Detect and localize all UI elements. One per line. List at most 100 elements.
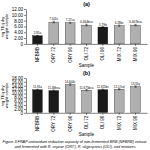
bar xyxy=(33,90,43,113)
tick-mark xyxy=(86,44,87,46)
tick: 8.00 xyxy=(14,19,26,24)
tick-mark xyxy=(24,78,26,79)
tick: ORY 96 xyxy=(68,113,73,132)
bar xyxy=(131,25,141,44)
data-label: 11.91a xyxy=(33,85,42,89)
tick-label: 10.00 xyxy=(12,13,24,18)
tick-label: ORY 72 xyxy=(51,46,56,62)
error-bar xyxy=(85,24,87,26)
x-label: Sample xyxy=(79,132,95,137)
bar xyxy=(114,26,124,44)
tick-mark xyxy=(53,44,54,46)
tick-mark xyxy=(24,101,26,102)
error-bar xyxy=(118,25,120,26)
data-label: 2.81a xyxy=(34,31,42,35)
error-bar xyxy=(69,22,71,23)
y-axis: 02.004.006.008.0010.0012.00 xyxy=(12,7,27,47)
axis-line xyxy=(26,78,27,113)
tick-label: 18.00 xyxy=(12,76,24,81)
data-label: 11.925bc xyxy=(97,85,110,89)
tick-label: ORY 96 xyxy=(68,46,73,62)
tick-label: OLI 96 xyxy=(100,115,105,129)
tick-label: OLI 72 xyxy=(84,46,89,60)
data-label: 7.505c xyxy=(49,17,59,21)
tick-mark xyxy=(24,105,26,106)
caption: Figure 3 FRAP antioxidant reduction capa… xyxy=(3,140,148,149)
tick-mark xyxy=(135,44,136,46)
tick-mark xyxy=(24,97,26,98)
tick-label: 8.00 xyxy=(14,19,23,24)
tick-label: ORY 72 xyxy=(51,115,56,131)
tick-label: 4.00 xyxy=(14,30,23,35)
error-bar xyxy=(102,27,104,28)
tick-label: 2.00 xyxy=(14,36,23,41)
data-labels: 11.91a11.48bca14.604c11.675bca11.925bc12… xyxy=(33,80,141,90)
tick: 10.00 xyxy=(12,13,26,18)
tick: OLI 72 xyxy=(84,113,89,130)
tick-mark xyxy=(24,15,26,16)
tick: MIX 72 xyxy=(117,113,122,130)
error-bar xyxy=(53,21,55,23)
tick: 6.00 xyxy=(14,24,26,29)
bar xyxy=(131,87,141,113)
tick-mark xyxy=(53,113,54,115)
tick-label: 12.00 xyxy=(12,7,24,12)
tick: NFBRB xyxy=(35,113,40,131)
bar xyxy=(82,25,92,44)
subplot: 02.004.006.008.0010.0012.00NFBRBORY 72OR… xyxy=(0,1,148,68)
title: (a) xyxy=(83,1,90,7)
chart: Figure 3 FRAP antioxidant reduction capa… xyxy=(0,0,150,150)
tick-label: NFBRB xyxy=(35,116,40,131)
x-axis: NFBRBORY 72ORY 96OLI 72OLI 96MIX 72MIX 9… xyxy=(27,44,148,63)
error-bar xyxy=(85,90,87,91)
plot-area xyxy=(33,21,141,44)
tick-label: MIX 96 xyxy=(133,46,138,61)
tick: 0 xyxy=(20,42,26,47)
tick: ORY 72 xyxy=(51,113,56,132)
data-label: 12.17cd xyxy=(114,85,125,89)
tick-label: MIX 72 xyxy=(117,115,122,130)
error-bar xyxy=(118,89,120,90)
tick: 4.00 xyxy=(14,30,26,35)
y-label-line: weight sample xyxy=(4,13,9,39)
tick-label: ORY 96 xyxy=(68,115,73,131)
bar xyxy=(98,27,108,44)
data-label: 6.464bca xyxy=(80,20,93,24)
tick-label: OLI 96 xyxy=(100,46,105,60)
y-axis: 02.004.006.008.0010.0012.0014.0016.0018.… xyxy=(12,76,27,116)
tick-mark xyxy=(86,113,87,115)
tick: MIX 96 xyxy=(133,113,138,130)
tick-label: 6.00 xyxy=(14,24,23,29)
data-label: 11.48bca xyxy=(48,86,60,90)
tick-mark xyxy=(24,90,26,91)
tick-mark xyxy=(102,44,103,46)
bar xyxy=(49,91,59,113)
plot-area xyxy=(33,84,141,113)
caption-line: and fermented with R. oryzae (ORY), R. o… xyxy=(14,145,135,149)
tick-mark xyxy=(37,113,38,115)
tick-mark xyxy=(70,113,71,115)
x-label: Sample xyxy=(79,63,95,68)
tick-mark xyxy=(102,113,103,115)
error-bar xyxy=(134,86,136,87)
tick-mark xyxy=(24,44,26,45)
tick: OLI 72 xyxy=(84,44,89,61)
tick-label: OLI 72 xyxy=(84,115,89,129)
data-label: 7.27ca xyxy=(66,18,75,22)
tick-label: MIX 96 xyxy=(133,115,138,130)
y-label: mg TEq dry weight sample xyxy=(0,13,9,39)
tick-mark xyxy=(70,44,71,46)
error-bar xyxy=(69,84,71,86)
data-label: 6.28bc xyxy=(115,21,125,25)
axis-line xyxy=(27,44,148,45)
bar xyxy=(82,90,92,113)
tick-mark xyxy=(24,113,26,114)
y-label-line: weight sample xyxy=(4,82,9,108)
tick-label: 0 xyxy=(20,42,23,47)
data-label: 5.79b xyxy=(99,23,107,27)
bar xyxy=(114,89,124,113)
tick: ORY 96 xyxy=(68,44,73,63)
bar xyxy=(65,23,75,44)
tick-mark xyxy=(24,21,26,22)
axis-line xyxy=(27,113,148,114)
